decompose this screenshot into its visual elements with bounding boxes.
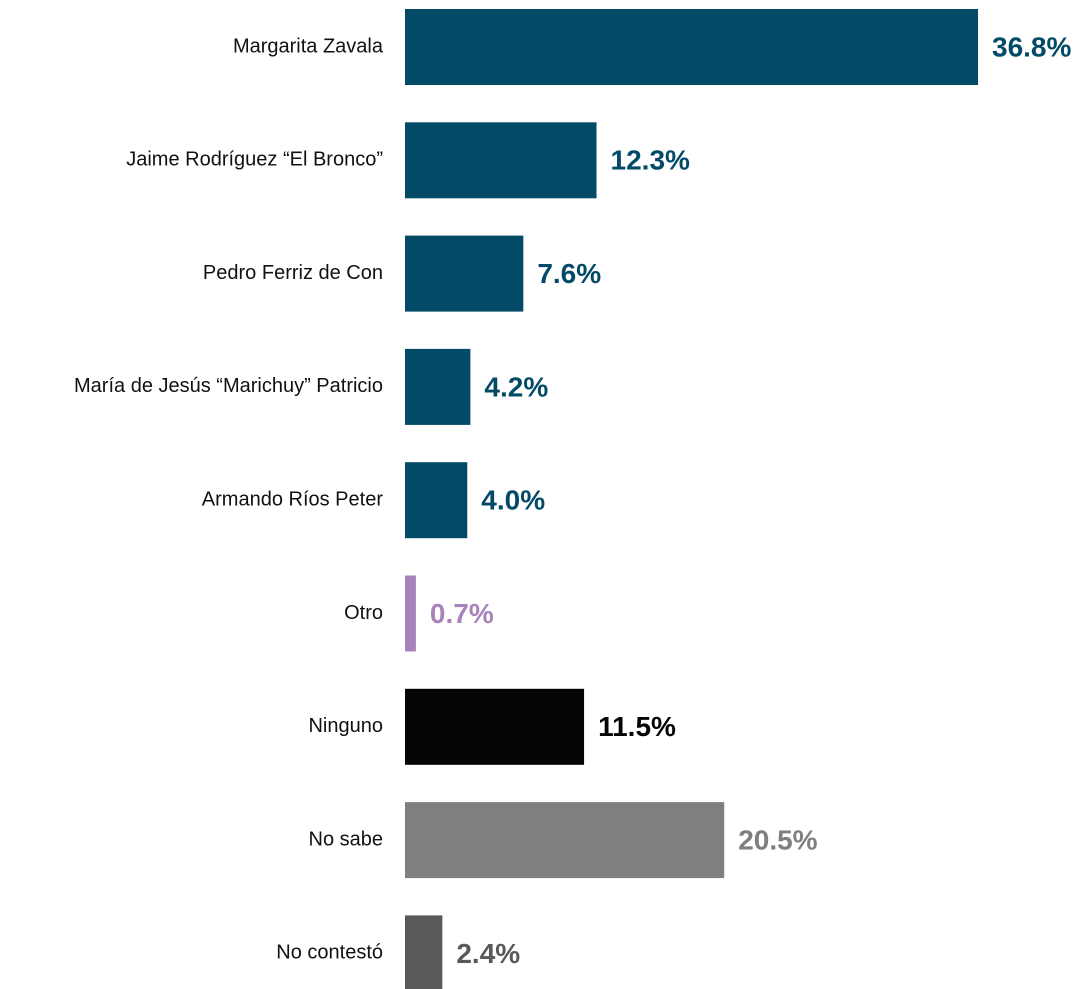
bar [405,462,468,539]
value-label: 20.5% [738,824,817,855]
category-label: Margarita Zavala [233,35,384,57]
bar [405,348,471,425]
value-label: 11.5% [598,711,676,742]
bar [405,122,597,199]
bar [405,9,978,85]
bar [405,688,585,765]
value-label: 0.7% [430,598,494,629]
value-label: 12.3% [611,145,690,176]
value-label: 2.4% [456,938,520,969]
value-label: 7.6% [537,258,601,289]
category-label: Otro [344,602,383,624]
category-label: Jaime Rodríguez “El Bronco” [126,149,383,171]
value-label: 4.2% [484,371,548,402]
value-label: 36.8% [992,31,1071,62]
bar [405,235,524,312]
value-label: 4.0% [481,485,545,516]
category-label: No contestó [276,942,383,964]
bar [405,915,443,989]
category-label: Armando Ríos Peter [202,488,384,510]
bar [405,575,416,652]
category-label: Ninguno [308,715,383,737]
bar [405,802,725,879]
category-label: Pedro Ferriz de Con [203,262,383,284]
category-label: María de Jesús “Marichuy” Patricio [74,375,383,397]
category-label: No sabe [309,828,384,850]
